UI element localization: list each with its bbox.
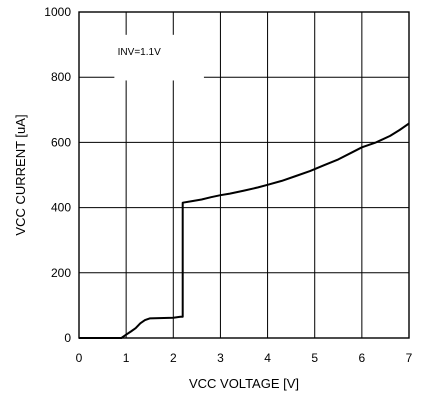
x-tick-labels: 0 1 2 3 4 5 6 7 — [76, 351, 413, 365]
x-axis-label: VCC VOLTAGE [V] — [189, 376, 299, 391]
series-line — [79, 122, 410, 339]
y-tick-label: 600 — [51, 135, 71, 149]
y-tick-label: 800 — [51, 70, 71, 84]
y-tick-label: 0 — [64, 331, 71, 345]
y-tick-label: 1000 — [44, 5, 71, 19]
x-tick-label: 6 — [359, 351, 366, 365]
annotation-background — [114, 34, 204, 81]
x-tick-label: 7 — [406, 351, 413, 365]
annotation-label: INV=1.1V — [118, 47, 161, 58]
y-axis-label: VCC CURRENT [uA] — [13, 114, 28, 235]
series-layer — [79, 122, 410, 339]
x-tick-label: 3 — [217, 351, 224, 365]
y-tick-label: 400 — [51, 201, 71, 215]
x-tick-label: 5 — [311, 351, 318, 365]
x-tick-label: 0 — [76, 351, 83, 365]
x-tick-label: 1 — [123, 351, 130, 365]
x-tick-label: 2 — [170, 351, 177, 365]
plot-frame — [78, 11, 410, 339]
x-tick-label: 4 — [264, 351, 271, 365]
y-tick-labels: 0 200 400 600 800 1000 — [44, 5, 71, 345]
y-tick-label: 200 — [51, 266, 71, 280]
